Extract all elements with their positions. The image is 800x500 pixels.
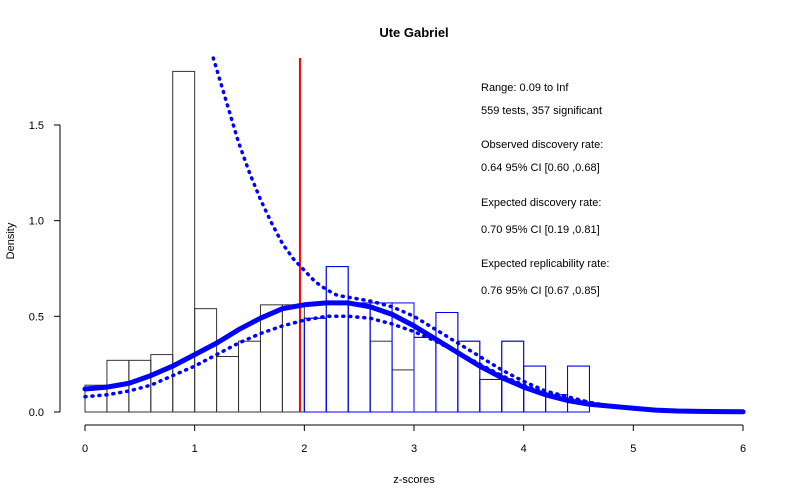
hist-sig-bar (435, 311, 459, 413)
y-axis-label: Density (5, 222, 17, 259)
hist-all-bar (303, 317, 327, 413)
annotation-edr-label: Expected discovery rate: (481, 197, 601, 209)
x-tick-label: 2 (301, 443, 307, 455)
hist-all-bar (259, 304, 283, 413)
hist-sig-bar (413, 336, 437, 413)
histogram-all-tests (84, 70, 590, 413)
y-tick-label: 0.5 (29, 311, 44, 323)
x-tick-label: 5 (630, 443, 636, 455)
y-tick-label: 0.0 (29, 407, 44, 419)
hist-all-bar (238, 340, 261, 413)
histogram-significant-tests (303, 266, 590, 413)
x-tick-label: 0 (82, 443, 88, 455)
annotation-range: Range: 0.09 to Inf (481, 82, 569, 94)
hist-all-bar (369, 340, 393, 413)
x-axis: 0 1 2 3 4 5 6 (82, 424, 746, 455)
hist-all-bar (413, 336, 437, 413)
density-curves (82, 56, 746, 415)
hist-all-bar (347, 302, 371, 413)
y-tick-label: 1.0 (29, 216, 44, 228)
hist-sig-bar (325, 266, 349, 413)
hist-sig-bar (457, 340, 481, 413)
hist-sig-bar (303, 317, 327, 413)
hist-sig-bar (567, 365, 590, 413)
x-tick-label: 3 (411, 443, 417, 455)
y-tick-label: 1.5 (29, 120, 44, 132)
annotation-tests: 559 tests, 357 significant (481, 105, 602, 117)
y-axis: 0.0 0.5 1.0 1.5 (29, 120, 61, 419)
density-curve-dotted-2 (211, 56, 679, 413)
x-tick-label: 4 (521, 443, 527, 455)
hist-all-bar (479, 378, 503, 413)
chart-title: Ute Gabriel (379, 25, 448, 40)
hist-all-bar (435, 311, 459, 413)
hist-all-bar (325, 266, 349, 413)
hist-all-bar (216, 356, 240, 413)
annotations: Range: 0.09 to Inf 559 tests, 357 signif… (481, 82, 609, 297)
annotation-odr-value: 0.64 95% CI [0.60 ,0.68] (481, 162, 600, 174)
hist-sig-bar (479, 378, 503, 413)
x-tick-label: 6 (740, 443, 746, 455)
x-axis-label: z-scores (393, 474, 435, 486)
x-tick-label: 1 (192, 443, 198, 455)
hist-sig-bar (347, 302, 371, 413)
annotation-err-label: Expected replicability rate: (481, 258, 609, 270)
hist-sig-bar (369, 302, 393, 413)
hist-all-bar (391, 369, 415, 413)
annotation-odr-label: Observed discovery rate: (481, 139, 603, 151)
annotation-edr-value: 0.70 95% CI [0.19 ,0.81] (481, 224, 600, 236)
hist-all-bar (172, 70, 196, 413)
annotation-err-value: 0.76 95% CI [0.67 ,0.85] (481, 285, 600, 297)
